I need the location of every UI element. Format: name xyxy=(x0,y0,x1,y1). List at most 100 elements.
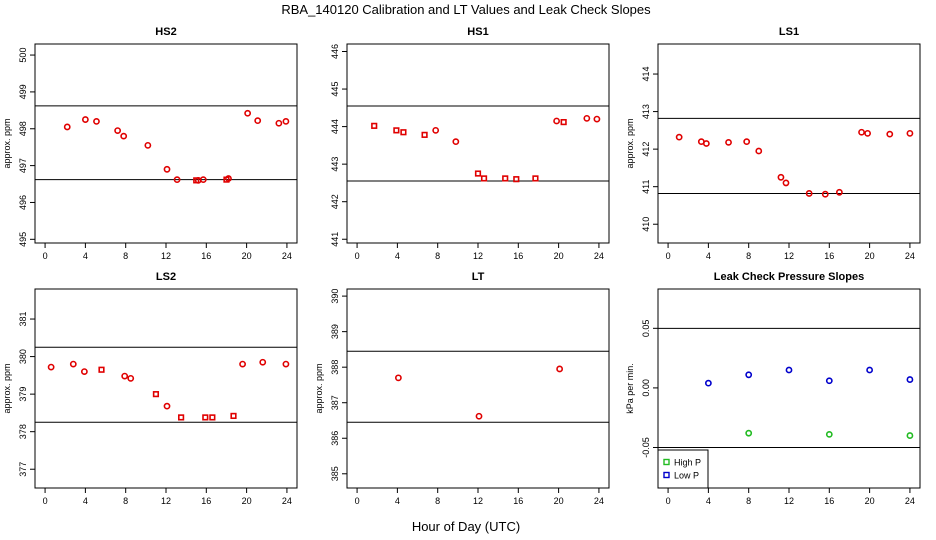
data-point xyxy=(906,432,914,439)
data-point xyxy=(47,363,55,371)
data-point xyxy=(163,165,171,173)
x-tick-label: 4 xyxy=(395,496,400,506)
y-tick-label: 385 xyxy=(330,466,340,481)
x-tick-label: 24 xyxy=(282,496,292,506)
data-point xyxy=(69,360,77,368)
x-tick-label: 12 xyxy=(473,251,483,261)
chart-panel-hs1: HS1 0 4 8 12 16 20 24 441 442 443 444 445 446 xyxy=(330,26,610,261)
x-tick-label: 20 xyxy=(554,496,564,506)
panel-title: LS1 xyxy=(779,26,799,38)
x-tick-label: 20 xyxy=(865,496,875,506)
x-tick-label: 0 xyxy=(355,251,360,261)
x-tick-label: 24 xyxy=(594,251,604,261)
data-point xyxy=(199,176,207,184)
data-point xyxy=(825,430,833,438)
y-tick-label: -0.05 xyxy=(641,437,651,458)
y-tick-label: 497 xyxy=(18,158,28,173)
data-point xyxy=(782,179,790,187)
data-point xyxy=(259,358,267,366)
y-tick-label: 379 xyxy=(18,387,28,402)
data-point xyxy=(163,402,171,410)
x-tick-label: 4 xyxy=(83,251,88,261)
y-tick-label: 445 xyxy=(330,82,340,97)
legend-marker xyxy=(663,458,670,466)
data-point xyxy=(202,414,209,421)
legend: High P Low P xyxy=(657,449,709,489)
data-point xyxy=(209,414,216,421)
data-point xyxy=(475,412,483,420)
y-tick-label: 414 xyxy=(641,67,651,82)
x-tick-label: 12 xyxy=(161,251,171,261)
data-point xyxy=(886,130,894,138)
data-point xyxy=(675,133,683,141)
plot-frame xyxy=(34,43,298,244)
data-point xyxy=(400,129,407,136)
data-point xyxy=(583,114,591,122)
panel-title: LS2 xyxy=(156,271,176,283)
data-point xyxy=(593,115,601,123)
y-tick-label: 498 xyxy=(18,121,28,136)
data-point xyxy=(821,190,829,198)
y-tick-label: 411 xyxy=(641,179,651,193)
x-tick-label: 20 xyxy=(865,251,875,261)
data-point xyxy=(282,117,290,125)
x-tick-label: 20 xyxy=(554,251,564,261)
data-point xyxy=(178,414,185,421)
data-point xyxy=(532,175,539,182)
data-point xyxy=(282,360,290,368)
x-tick-label: 20 xyxy=(242,496,252,506)
data-point xyxy=(480,175,488,182)
x-tick-label: 4 xyxy=(706,251,711,261)
data-point xyxy=(223,176,230,183)
x-tick-label: 8 xyxy=(123,251,128,261)
x-tick-label: 8 xyxy=(746,251,751,261)
data-point xyxy=(393,127,400,134)
data-point xyxy=(743,138,751,146)
data-point xyxy=(244,109,252,117)
y-tick-label: 386 xyxy=(330,431,340,446)
data-point xyxy=(825,377,833,385)
x-tick-label: 16 xyxy=(201,496,211,506)
data-point xyxy=(725,138,732,146)
x-tick-label: 16 xyxy=(513,251,523,261)
x-tick-label: 4 xyxy=(83,496,88,506)
y-tick-label: 441 xyxy=(330,232,340,247)
chart-panel-ls2: LS2 approx. ppm 0 4 8 12 16 20 24 377 378 379 380 381 xyxy=(2,271,298,506)
data-point xyxy=(394,374,402,382)
chart-panel-leakcheck: Leak Check Pressure Slopes kPa per min. 0 4… xyxy=(625,271,921,506)
y-axis-label: approx. ppm xyxy=(2,363,12,413)
data-point xyxy=(121,372,129,380)
data-point xyxy=(864,129,871,137)
data-point xyxy=(114,127,122,135)
x-tick-label: 20 xyxy=(242,251,252,261)
plot-frame xyxy=(346,43,610,244)
y-axis-label: approx. ppm xyxy=(625,118,635,168)
data-point xyxy=(152,391,160,398)
y-tick-label: 377 xyxy=(18,462,28,477)
x-tick-label: 0 xyxy=(666,251,671,261)
x-tick-label: 16 xyxy=(513,496,523,506)
x-tick-label: 8 xyxy=(435,496,440,506)
y-tick-label: 389 xyxy=(330,324,340,339)
x-tick-label: 8 xyxy=(435,251,440,261)
data-point xyxy=(502,175,509,182)
data-point xyxy=(704,379,712,387)
legend-marker xyxy=(663,471,670,479)
panel-title: HS1 xyxy=(467,26,488,38)
data-point xyxy=(755,147,763,155)
x-axis-label: Hour of Day (UTC) xyxy=(412,519,520,534)
data-point xyxy=(254,117,262,125)
y-axis-label: approx. ppm xyxy=(314,363,324,413)
data-point xyxy=(906,129,914,137)
data-point xyxy=(230,412,237,420)
data-point xyxy=(239,360,246,368)
data-point xyxy=(173,176,181,184)
x-tick-label: 16 xyxy=(824,496,834,506)
data-point xyxy=(560,118,567,126)
x-tick-label: 0 xyxy=(43,496,48,506)
chart-panel-hs2: HS2 approx. ppm 0 4 8 12 16 20 24 495 496 497 498 499… xyxy=(2,26,298,261)
data-point xyxy=(120,132,128,140)
y-tick-label: 412 xyxy=(641,142,651,157)
data-point xyxy=(474,170,482,177)
panels: HS2 approx. ppm 0 4 8 12 16 20 24 495 496 497 498 499… xyxy=(2,26,921,506)
